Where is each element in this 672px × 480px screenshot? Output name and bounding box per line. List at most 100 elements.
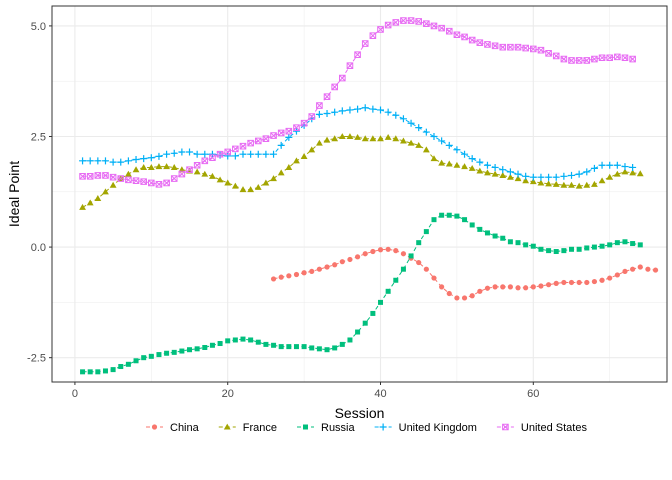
data-point (614, 240, 620, 246)
series-russia (80, 212, 643, 375)
data-point (613, 170, 621, 177)
data-point (124, 170, 132, 177)
data-point (446, 290, 452, 297)
data-point (270, 276, 277, 282)
data-point (224, 179, 232, 186)
data-point (545, 50, 552, 57)
data-point (575, 57, 583, 64)
data-point (187, 347, 193, 353)
data-point (515, 285, 521, 291)
data-point (361, 104, 369, 112)
data-point (240, 336, 246, 342)
data-point (315, 139, 323, 146)
data-point (262, 135, 270, 143)
data-point (156, 352, 162, 358)
data-point (79, 203, 86, 210)
legend-label: United Kingdom (399, 422, 477, 434)
data-point (530, 243, 536, 249)
data-point (561, 248, 567, 254)
data-point (629, 169, 637, 176)
data-point (484, 285, 491, 291)
data-point (529, 178, 537, 185)
data-point (80, 369, 86, 375)
data-point (483, 161, 491, 169)
legend-label: Russia (321, 422, 356, 434)
data-point (140, 155, 148, 163)
legend-key-marker (303, 424, 308, 430)
data-point (438, 137, 446, 145)
data-point (201, 157, 209, 165)
data-point (239, 142, 247, 150)
data-point (178, 148, 186, 156)
data-point (377, 135, 384, 142)
data-point (407, 119, 415, 127)
data-point (599, 277, 605, 283)
data-point (133, 358, 139, 364)
data-point (392, 19, 400, 26)
data-point (178, 166, 186, 173)
data-point (95, 369, 101, 375)
data-point (538, 283, 544, 289)
data-point (545, 282, 552, 288)
data-point (247, 186, 255, 193)
data-point (216, 150, 224, 158)
data-point (263, 341, 269, 347)
data-point (637, 242, 643, 248)
data-point (399, 115, 407, 123)
data-point (400, 17, 407, 24)
legend-item-france: France (218, 422, 277, 434)
data-point (553, 280, 559, 286)
data-point (309, 345, 315, 351)
plot-border (51, 5, 668, 383)
data-point (552, 52, 560, 60)
data-point (194, 346, 200, 352)
data-point (530, 45, 537, 53)
data-point (599, 243, 605, 249)
data-point (568, 279, 575, 286)
data-point (598, 54, 606, 62)
data-point (293, 157, 300, 164)
data-point (270, 175, 277, 182)
data-point (285, 164, 293, 171)
data-point (208, 150, 216, 158)
data-point (248, 337, 254, 343)
legend-label: China (170, 422, 200, 434)
data-point (323, 136, 331, 143)
data-point (598, 177, 606, 184)
data-point (583, 57, 591, 64)
data-point (506, 168, 514, 176)
data-point (507, 284, 513, 290)
data-point (614, 53, 621, 61)
data-point (361, 40, 369, 47)
data-point (308, 146, 316, 153)
data-point (155, 152, 163, 160)
data-point (384, 133, 392, 140)
data-point (278, 344, 284, 350)
data-point (255, 339, 261, 345)
data-point (507, 239, 513, 245)
data-point (346, 62, 354, 70)
data-point (423, 266, 429, 272)
data-point (79, 157, 87, 165)
data-point (491, 163, 499, 171)
data-point (415, 124, 423, 132)
data-point (301, 344, 307, 350)
data-point (415, 18, 423, 25)
data-point (462, 217, 468, 223)
data-point (416, 259, 422, 266)
data-point (591, 180, 598, 187)
legend-item-united-states: United States (496, 422, 587, 434)
legend-key-marker (502, 423, 509, 431)
data-point (239, 150, 247, 158)
data-point (224, 152, 232, 160)
data-point (591, 244, 597, 250)
data-point (607, 242, 613, 248)
data-point (270, 132, 277, 139)
data-point (316, 102, 323, 109)
data-point (369, 135, 377, 142)
data-point (171, 349, 177, 355)
data-point (155, 180, 163, 188)
data-point (125, 176, 132, 184)
grid (52, 6, 667, 382)
x-tick-label: 60 (527, 388, 539, 400)
